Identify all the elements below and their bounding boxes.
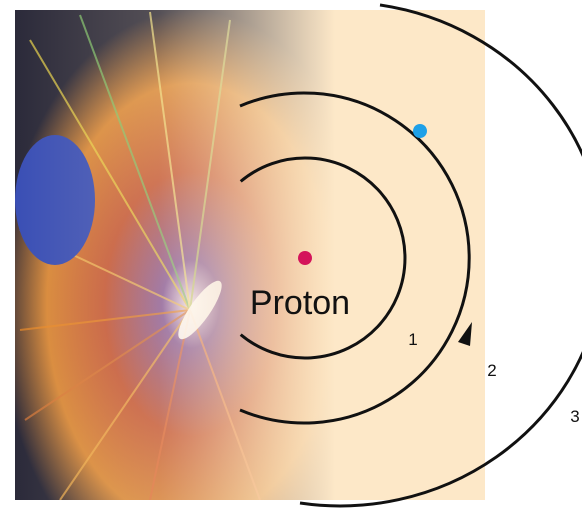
nucleus-label: Proton: [250, 284, 350, 322]
orbits: [239, 3, 582, 508]
collision-photo: [15, 10, 335, 500]
orbit-3: [299, 3, 582, 508]
orbit-2: [239, 91, 471, 425]
direction-arrow: [458, 322, 472, 346]
orbit-label: 2: [487, 361, 496, 380]
nucleus: [298, 251, 312, 265]
orbit-label: 1: [408, 330, 417, 349]
electron: [413, 124, 427, 138]
orbit-1: [239, 156, 407, 360]
orbit-label: 3: [570, 407, 579, 426]
